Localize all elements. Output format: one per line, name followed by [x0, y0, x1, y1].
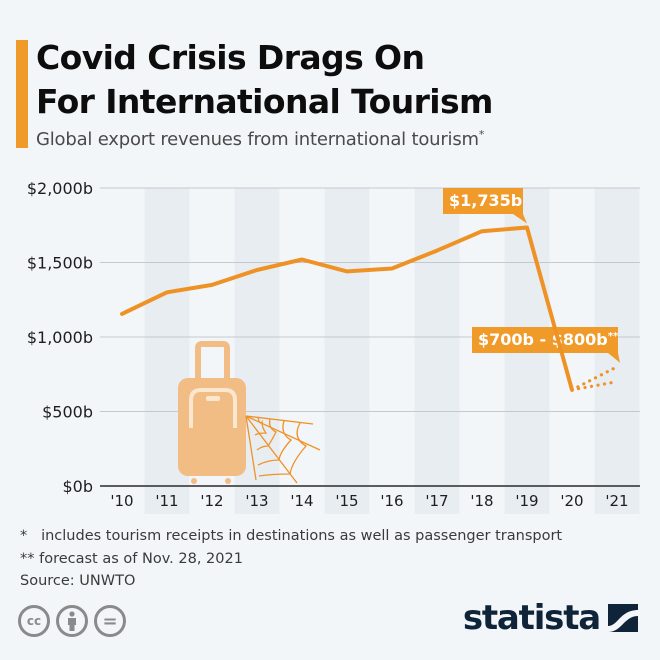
suitcase-illustration — [178, 341, 246, 484]
attribution-icon[interactable] — [56, 605, 88, 637]
suitcase-handle — [195, 341, 230, 378]
callout-tail — [513, 214, 527, 224]
y-tick-label: $0b — [62, 477, 93, 496]
callout-footnote-marker: ** — [608, 331, 619, 342]
y-tick-label: $500b — [42, 403, 93, 422]
y-tick-label: $1,500b — [27, 254, 93, 273]
x-axis-labels: '10 '11 '12 '13 '14 '15 '16 '17 '18 '19 '20 '21 — [110, 492, 628, 510]
callout-forecast: $700b - $800b** — [472, 327, 620, 363]
suitcase-tag — [206, 396, 220, 401]
y-tick-label: $2,000b — [27, 179, 93, 198]
cobweb-icon — [245, 415, 321, 484]
title-line-1: Covid Crisis Drags On — [36, 38, 425, 77]
line-chart: $0b$500b$1,000b$1,500b$2,000b '10'11'12 '… — [27, 179, 640, 514]
x-tick-label: '16 — [380, 492, 403, 510]
statista-logo[interactable]: statista — [463, 598, 638, 638]
footnote-1-text: includes tourism receipts in destination… — [41, 528, 563, 544]
x-tick-label: '11 — [155, 492, 178, 510]
suitcase-wheel-left — [191, 478, 197, 484]
chart-subtitle: Global export revenues from internationa… — [36, 128, 484, 150]
title-accent-bar — [16, 40, 28, 148]
callout-peak: $1,735b — [443, 188, 527, 224]
footnotes: * includes tourism receipts in destinati… — [20, 525, 562, 593]
callout-tail — [608, 353, 620, 363]
subtitle-text: Global export revenues from internationa… — [36, 129, 479, 150]
forecast-line — [570, 365, 619, 392]
column-band — [414, 188, 460, 514]
suitcase-body — [178, 378, 246, 476]
suitcase-wheel-right — [225, 478, 231, 484]
cc-icon[interactable]: cc — [18, 605, 50, 637]
subtitle-footnote-marker: * — [478, 128, 485, 141]
footnote-2: ** forecast as of Nov. 28, 2021 — [20, 548, 562, 571]
x-tick-label: '20 — [560, 492, 583, 510]
callout-value: $1,735b — [449, 191, 522, 210]
x-tick-label: '14 — [290, 492, 313, 510]
statista-logo-mark-icon — [608, 604, 638, 632]
footnote-2-marker: ** — [20, 550, 35, 567]
x-tick-label: '12 — [200, 492, 223, 510]
brand-name: statista — [462, 598, 601, 638]
no-derivatives-icon[interactable]: = — [94, 605, 126, 637]
callout-value: $700b - $800b — [478, 330, 608, 349]
suitcase-strap — [189, 388, 237, 428]
x-tick-label: '15 — [335, 492, 358, 510]
license-icons: cc = — [18, 605, 126, 637]
callout-label: $700b - $800b** — [478, 330, 619, 349]
title-line-2: For International Tourism — [36, 82, 493, 121]
callout-box — [472, 327, 618, 353]
footnote-2-text: forecast as of Nov. 28, 2021 — [39, 550, 243, 567]
person-glyph — [68, 611, 76, 631]
chart-title: Covid Crisis Drags On For International … — [36, 36, 493, 124]
data-series — [120, 225, 619, 392]
x-tick-label: '21 — [605, 492, 628, 510]
source-note: Source: UNWTO — [20, 573, 136, 589]
callouts: $1,735b $700b - $800b** — [443, 188, 620, 363]
callout-label: $1,735b — [449, 191, 522, 210]
y-tick-label: $1,000b — [27, 328, 93, 347]
x-tick-label: '17 — [425, 492, 448, 510]
x-tick-label: '13 — [245, 492, 268, 510]
footnote-1: * includes tourism receipts in destinati… — [20, 525, 562, 548]
x-tick-label: '18 — [470, 492, 493, 510]
footnote-1-marker: * — [20, 528, 28, 544]
forecast-line — [570, 380, 619, 392]
y-axis-labels: $0b $500b $1,000b $1,500b $2,000b — [27, 179, 93, 496]
column-band — [324, 188, 370, 514]
x-tick-label: '10 — [110, 492, 133, 510]
x-tick-label: '19 — [515, 492, 538, 510]
callout-box — [443, 188, 523, 214]
